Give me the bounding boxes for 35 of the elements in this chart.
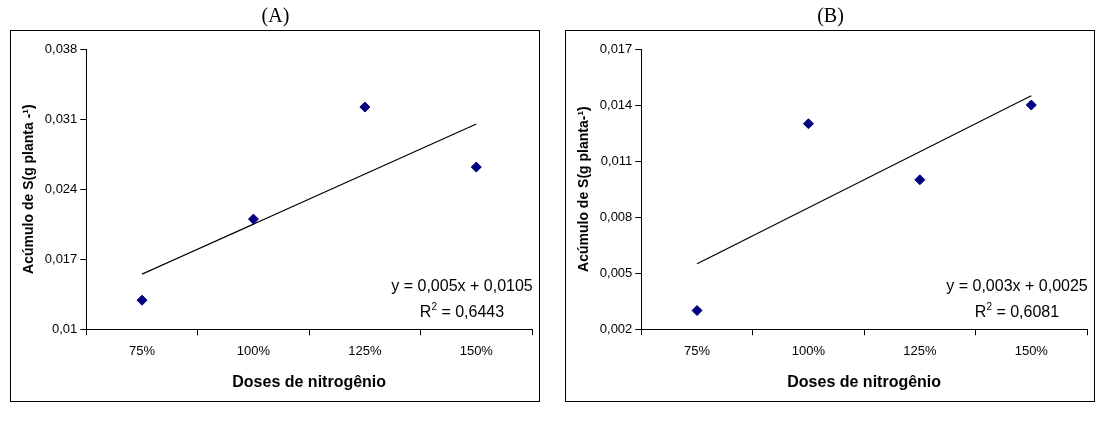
x-tick-label: 150%	[1014, 342, 1049, 358]
y-tick-label: 0,005	[599, 264, 633, 280]
y-tick-label: 0,011	[600, 152, 633, 168]
y-tick-label: 0,038	[44, 40, 78, 56]
x-tick-label: 100%	[791, 342, 826, 358]
point	[1025, 99, 1037, 111]
point	[247, 213, 259, 225]
point	[691, 305, 703, 317]
point	[136, 294, 148, 306]
y-tick-label: 0,024	[44, 180, 78, 196]
x-tick-label: 150%	[459, 342, 494, 358]
annotation: y = 0,005x + 0,0105	[391, 277, 533, 295]
x-tick-label: 75%	[129, 342, 156, 358]
y-tick-label: 0,002	[599, 320, 633, 336]
x-axis-title: Doses de nitrogênio	[787, 372, 942, 390]
x-tick-label: 125%	[903, 342, 937, 358]
y-tick-label: 0,017	[44, 250, 78, 266]
x-axis-title: Doses de nitrogênio	[232, 372, 387, 390]
y-tick-label: 0,031	[44, 110, 78, 126]
chart-title: (B)	[816, 4, 845, 29]
point	[914, 174, 926, 186]
point	[802, 118, 814, 130]
point	[359, 101, 371, 113]
y-axis-title: Acúmulo de S(g planta -¹)	[20, 104, 37, 274]
y-tick-label: 0,01	[52, 320, 78, 336]
x-tick-label: 100%	[236, 342, 271, 358]
point	[470, 161, 482, 173]
chart-title: (A)	[260, 4, 291, 29]
y-axis-title: Acúmulo de S(g planta-¹)	[575, 106, 592, 272]
y-tick-label: 0,008	[599, 208, 633, 224]
y-tick-label: 0,014	[599, 96, 633, 112]
y-tick-label: 0,017	[599, 40, 633, 56]
x-tick-label: 125%	[348, 342, 382, 358]
annotation: y = 0,003x + 0,0025	[946, 277, 1088, 295]
x-tick-label: 75%	[684, 342, 711, 358]
